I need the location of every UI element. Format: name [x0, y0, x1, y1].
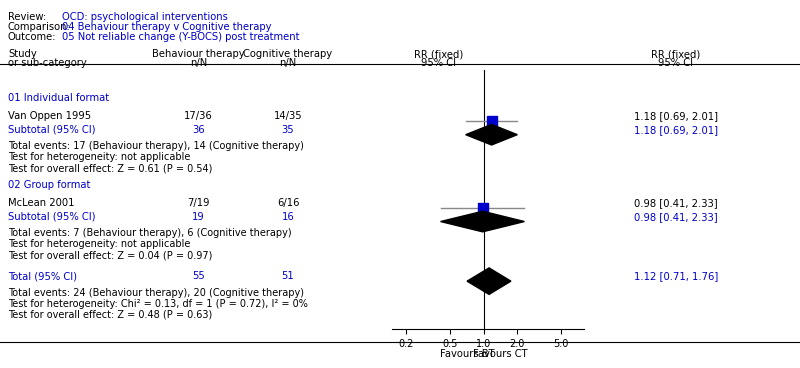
- Text: 51: 51: [282, 271, 294, 282]
- Text: n/N: n/N: [279, 58, 297, 68]
- Text: Test for overall effect: Z = 0.61 (P = 0.54): Test for overall effect: Z = 0.61 (P = 0…: [8, 163, 212, 173]
- Text: 1.12 [0.71, 1.76]: 1.12 [0.71, 1.76]: [634, 271, 718, 282]
- Polygon shape: [441, 211, 525, 232]
- Text: 02 Group format: 02 Group format: [8, 180, 90, 190]
- Text: 7/19: 7/19: [187, 198, 210, 208]
- Text: Total events: 24 (Behaviour therapy), 20 (Cognitive therapy): Total events: 24 (Behaviour therapy), 20…: [8, 287, 304, 298]
- Text: Behaviour therapy: Behaviour therapy: [152, 49, 245, 59]
- Text: 04 Behaviour therapy v Cognitive therapy: 04 Behaviour therapy v Cognitive therapy: [62, 22, 272, 32]
- Text: Study: Study: [8, 49, 37, 59]
- Text: Cognitive therapy: Cognitive therapy: [243, 49, 333, 59]
- Text: 16: 16: [282, 212, 294, 222]
- Text: 05 Not reliable change (Y-BOCS) post treatment: 05 Not reliable change (Y-BOCS) post tre…: [62, 32, 300, 42]
- Text: 95% CI: 95% CI: [658, 58, 694, 68]
- Text: Test for overall effect: Z = 0.48 (P = 0.63): Test for overall effect: Z = 0.48 (P = 0…: [8, 309, 212, 320]
- Text: Test for heterogeneity: not applicable: Test for heterogeneity: not applicable: [8, 239, 190, 249]
- Text: Favours BT: Favours BT: [439, 349, 494, 359]
- Text: Test for heterogeneity: not applicable: Test for heterogeneity: not applicable: [8, 152, 190, 162]
- Text: Review:: Review:: [8, 12, 46, 22]
- Text: Comparison:: Comparison:: [8, 22, 70, 32]
- Text: 01 Individual format: 01 Individual format: [8, 93, 109, 103]
- Text: Test for heterogeneity: Chi² = 0.13, df = 1 (P = 0.72), I² = 0%: Test for heterogeneity: Chi² = 0.13, df …: [8, 298, 308, 309]
- Text: 19: 19: [192, 212, 205, 222]
- Text: OCD: psychological interventions: OCD: psychological interventions: [62, 12, 228, 22]
- Text: McLean 2001: McLean 2001: [8, 198, 74, 208]
- Text: Outcome:: Outcome:: [8, 32, 57, 42]
- Text: Subtotal (95% CI): Subtotal (95% CI): [8, 212, 95, 222]
- Text: Van Oppen 1995: Van Oppen 1995: [8, 111, 91, 121]
- Polygon shape: [467, 268, 511, 294]
- Text: n/N: n/N: [190, 58, 207, 68]
- Text: or sub-category: or sub-category: [8, 58, 86, 68]
- Text: Favours CT: Favours CT: [473, 349, 528, 359]
- Text: 1.18 [0.69, 2.01]: 1.18 [0.69, 2.01]: [634, 111, 718, 121]
- Text: Total (95% CI): Total (95% CI): [8, 271, 77, 282]
- Text: 0.98 [0.41, 2.33]: 0.98 [0.41, 2.33]: [634, 198, 718, 208]
- Text: 36: 36: [192, 125, 205, 135]
- Text: 95% CI: 95% CI: [421, 58, 456, 68]
- Text: 0.98 [0.41, 2.33]: 0.98 [0.41, 2.33]: [634, 212, 718, 222]
- Polygon shape: [466, 124, 518, 145]
- Text: 35: 35: [282, 125, 294, 135]
- Text: Total events: 7 (Behaviour therapy), 6 (Cognitive therapy): Total events: 7 (Behaviour therapy), 6 (…: [8, 228, 292, 238]
- Text: 14/35: 14/35: [274, 111, 302, 121]
- Text: Subtotal (95% CI): Subtotal (95% CI): [8, 125, 95, 135]
- Text: Total events: 17 (Behaviour therapy), 14 (Cognitive therapy): Total events: 17 (Behaviour therapy), 14…: [8, 141, 304, 151]
- Text: 17/36: 17/36: [184, 111, 213, 121]
- Text: RR (fixed): RR (fixed): [651, 49, 701, 59]
- Text: 55: 55: [192, 271, 205, 282]
- Text: 6/16: 6/16: [277, 198, 299, 208]
- Text: RR (fixed): RR (fixed): [414, 49, 463, 59]
- Text: 1.18 [0.69, 2.01]: 1.18 [0.69, 2.01]: [634, 125, 718, 135]
- Text: Test for overall effect: Z = 0.04 (P = 0.97): Test for overall effect: Z = 0.04 (P = 0…: [8, 250, 212, 260]
